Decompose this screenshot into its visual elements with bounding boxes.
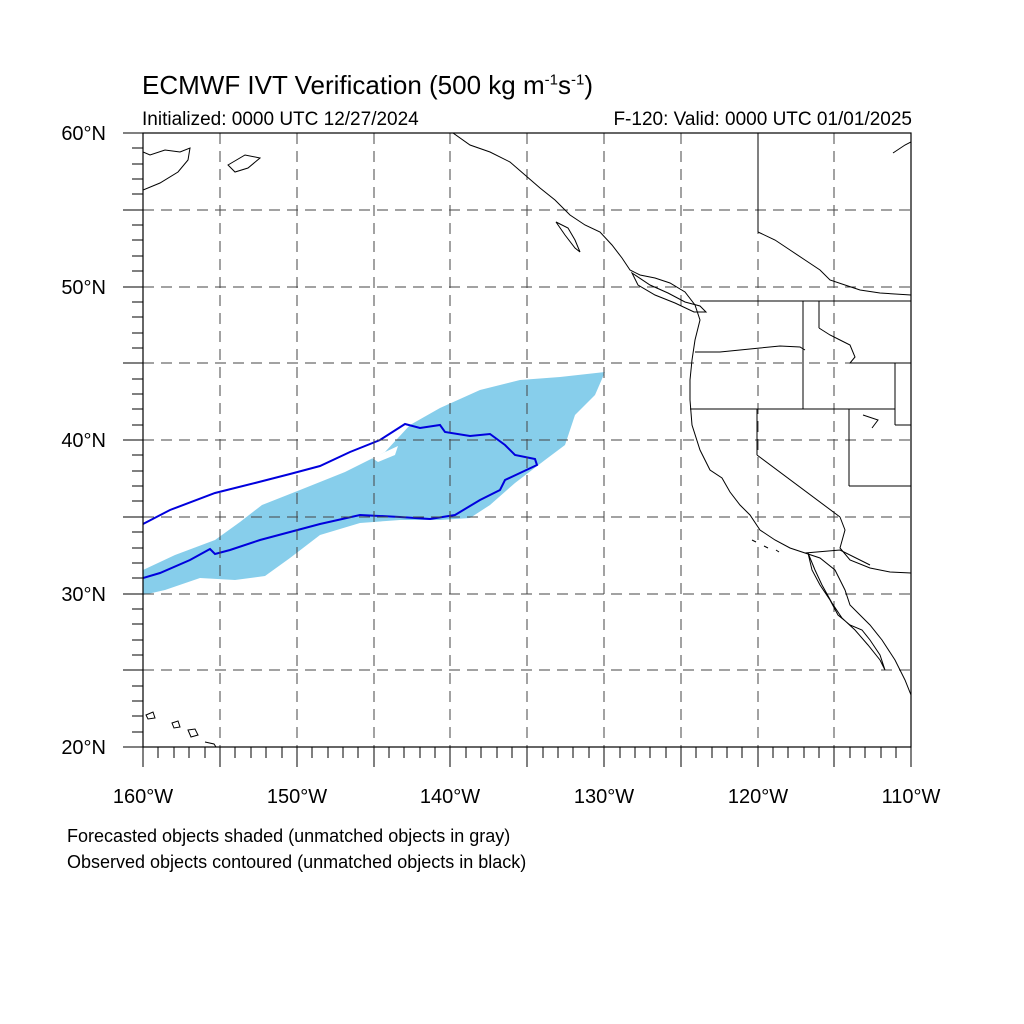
valid-time-label: F-120: Valid: 0000 UTC 01/01/2025 [613,109,912,130]
lat-label-30: 30°N [61,584,106,606]
hawaii-islands [145,711,217,747]
lon-label-120w: 120°W [728,786,788,808]
map-title: ECMWF IVT Verification (500 kg m-1s-1) [142,70,593,100]
initialized-label: Initialized: 0000 UTC 12/27/2024 [142,109,419,130]
lat-label-20: 20°N [61,737,106,759]
canada-coast-fragment [892,141,911,154]
lon-label-110w: 110°W [882,786,941,808]
baja-california [807,552,886,671]
axis-ticks [123,132,912,767]
lat-lon-grid [143,133,911,747]
north-america-coastline [452,133,911,696]
political-borders [690,133,911,574]
haida-gwaii [555,221,581,253]
lat-label-50: 50°N [61,277,106,299]
lat-label-60: 60°N [61,123,106,145]
lon-label-140w: 140°W [420,786,480,808]
observed-object-contour [143,422,539,579]
lon-label-130w: 130°W [574,786,634,808]
alaska-coastline [143,147,191,191]
channel-islands [751,539,780,553]
lon-label-160w: 160°W [113,786,173,808]
vancouver-island [630,271,708,313]
lon-label-150w: 150°W [267,786,327,808]
forecast-object-gap [372,446,398,462]
kodiak-island [227,154,262,173]
forecast-legend-note: Forecasted objects shaded (unmatched obj… [67,826,511,846]
lat-label-40: 40°N [61,430,106,452]
observed-legend-note: Observed objects contoured (unmatched ob… [67,852,527,872]
